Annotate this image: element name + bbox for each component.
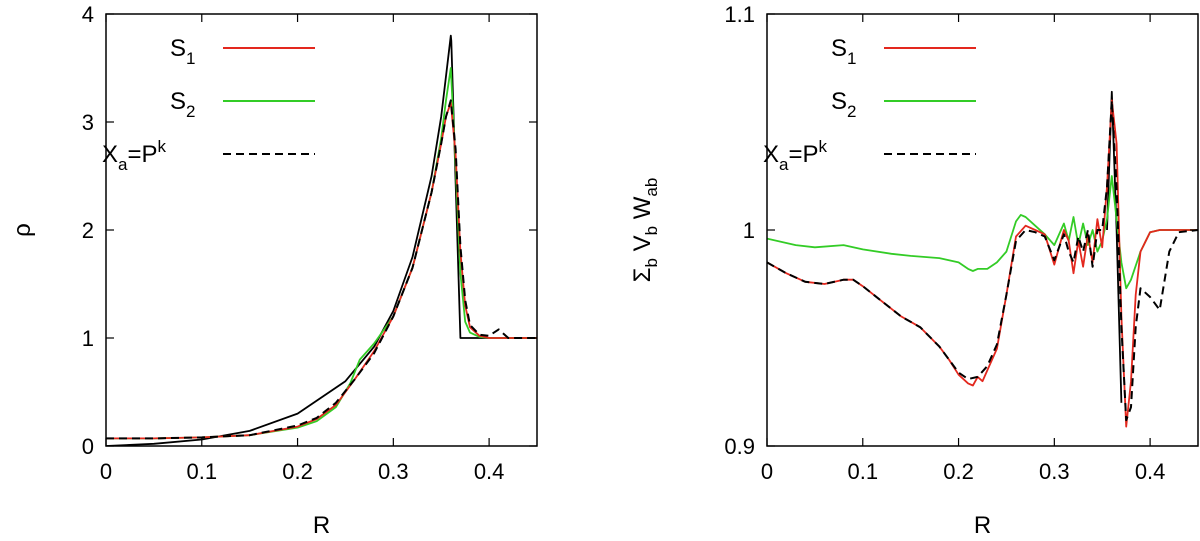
legend-symbol: S [831, 88, 847, 115]
x-tick-label: 0 [100, 459, 112, 484]
x-tick-label: 0.4 [474, 459, 505, 484]
legend-symbol: S [170, 88, 186, 115]
legend-operator: =P [788, 141, 818, 168]
y-tick-label: 3 [82, 110, 94, 135]
y-tick-label: 1 [743, 218, 755, 243]
legend-label: S1 [170, 35, 195, 68]
x-tick-label: 0.2 [282, 459, 313, 484]
y-tick-label: 1 [82, 326, 94, 351]
legend-subscript: a [779, 155, 789, 174]
density-y-axis-label: ρ [9, 223, 36, 237]
x-tick-label: 0.3 [378, 459, 409, 484]
legend-label: Xa=Pk [102, 137, 167, 174]
legend-operator: =P [127, 141, 157, 168]
legend-subscript: 1 [847, 49, 856, 68]
series-line-s2 [106, 67, 537, 440]
legend-symbol: X [763, 141, 779, 168]
legend-label: S1 [831, 35, 856, 68]
legend-subscript: a [118, 155, 128, 174]
y-tick-label: 2 [82, 218, 94, 243]
legend-subscript: 2 [186, 102, 195, 121]
kernel-sum-y-axis-label: Σb Vb Wab [629, 178, 661, 283]
legend-subscript: 1 [186, 49, 195, 68]
series-line-xa [767, 99, 1198, 422]
y-tick-label: 0 [82, 434, 94, 459]
x-tick-label: 0.1 [847, 459, 878, 484]
legend-symbol: S [831, 35, 847, 62]
legend-subscript: 2 [847, 102, 856, 121]
legend-label: Xa=Pk [763, 137, 828, 174]
series-line-s1 [106, 101, 537, 440]
kernel-sum-x-axis-label: R [974, 512, 991, 539]
kernel-sum-series [767, 90, 1198, 428]
x-tick-label: 0 [761, 459, 773, 484]
density-ticks: 0 0.1 0.2 0.3 0.4 0 1 2 3 4 [82, 2, 537, 484]
legend-superscript: k [158, 137, 167, 156]
series-line-s1 [767, 99, 1198, 428]
y-tick-label: 1.1 [724, 2, 755, 27]
series-line-xa [106, 99, 537, 440]
x-tick-label: 0.3 [1039, 459, 1070, 484]
legend-superscript: k [819, 137, 828, 156]
density-x-axis-label: R [313, 512, 330, 539]
kernel-sum-ticks: 0 0.1 0.2 0.3 0.4 0.9 1 1.1 [724, 2, 1198, 484]
y-tick-label: 4 [82, 2, 94, 27]
y-tick-label: 0.9 [724, 434, 755, 459]
legend-label: S2 [170, 88, 195, 121]
density-series [106, 34, 537, 446]
x-tick-label: 0.1 [186, 459, 217, 484]
legend-label: S2 [831, 88, 856, 121]
legend-symbol: X [102, 141, 118, 168]
kernel-sum-plot-frame [766, 13, 1199, 447]
x-tick-label: 0.2 [943, 459, 974, 484]
legend-symbol: S [170, 35, 186, 62]
x-tick-label: 0.4 [1135, 459, 1166, 484]
density-plot-frame [105, 13, 538, 447]
series-line-s2 [767, 175, 1198, 290]
